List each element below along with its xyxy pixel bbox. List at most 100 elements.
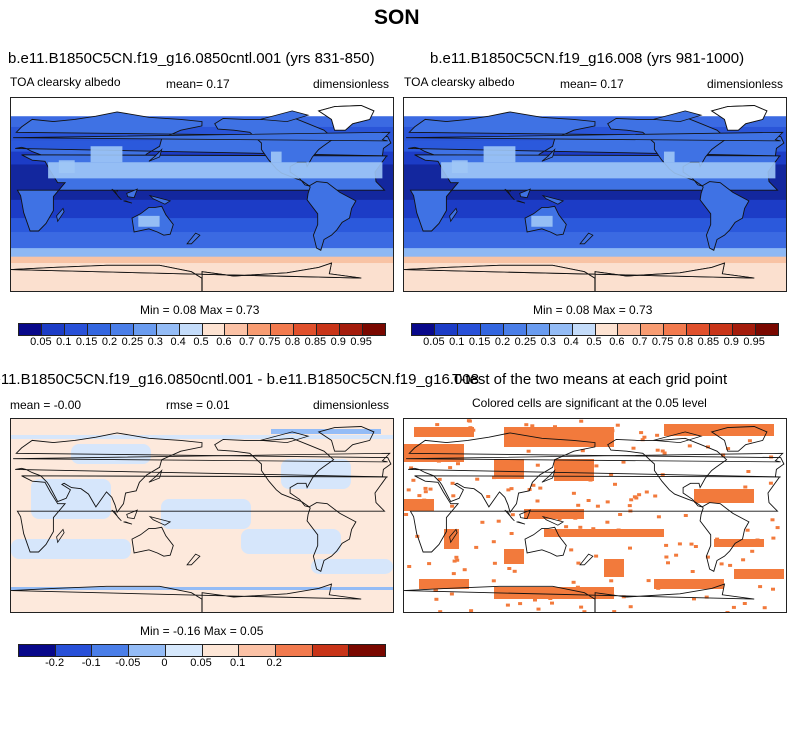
colorbar-tick-label: 0.95 (743, 336, 765, 348)
colorbar-swatch (503, 324, 527, 335)
panel2-minmax: Min = 0.08 Max = 0.73 (533, 303, 653, 317)
colorbar-swatch (133, 324, 157, 335)
colorbar-swatch (710, 324, 734, 335)
panel2-title: b.e11.B1850C5CN.f19_g16.008 (yrs 981-100… (430, 50, 745, 67)
colorbar-swatch (526, 324, 550, 335)
panel1-map (10, 97, 394, 292)
colorbar-swatch (340, 324, 364, 335)
colorbar-tick-label: -0.05 (115, 657, 141, 669)
colorbar-swatch (595, 324, 619, 335)
colorbar-tick-label: 0.95 (350, 336, 372, 348)
colorbar-tick-label: 0.6 (609, 336, 625, 348)
panel3-units-label: dimensionless (313, 398, 390, 412)
colorbar-swatch (641, 324, 665, 335)
colorbar-tick-label: 0.7 (632, 336, 648, 348)
colorbar-tick-label: 0.05 (30, 336, 52, 348)
colorbar-tick-label: 0.9 (723, 336, 739, 348)
panel2-colorbar-ticks: 0.05 0.1 0.15 0.2 0.25 0.3 0.4 0.5 0.6 0.7 0.75 0.8… (411, 336, 777, 350)
panel1-map-field (11, 98, 393, 291)
colorbar-swatch (129, 645, 166, 656)
panel1-title: b.e11.B1850C5CN.f19_g16.0850cntl.001 (yr… (8, 50, 375, 67)
panel1-mean-label: mean= 0.17 (166, 77, 230, 91)
colorbar-swatch (248, 324, 272, 335)
colorbar-swatch (618, 324, 642, 335)
colorbar-swatch (19, 324, 42, 335)
colorbar-tick-label: 0.6 (216, 336, 232, 348)
colorbar-tick-label: -0.2 (45, 657, 65, 669)
colorbar-swatch (363, 324, 385, 335)
colorbar-swatch (549, 324, 573, 335)
colorbar-swatch (687, 324, 711, 335)
colorbar-swatch (55, 645, 93, 656)
colorbar-tick-label: 0.3 (147, 336, 163, 348)
colorbar-swatch (87, 324, 111, 335)
panel2-variable-label: TOA clearsky albedo (404, 75, 515, 89)
panel3-map-field (11, 419, 393, 612)
colorbar-tick-label: 0.4 (170, 336, 186, 348)
colorbar-tick-label: 0.1 (229, 657, 246, 669)
colorbar-tick-label: 0.3 (540, 336, 556, 348)
colorbar-swatch (41, 324, 65, 335)
colorbar-swatch (92, 645, 130, 656)
colorbar-tick-label: 0.5 (193, 336, 209, 348)
colorbar-tick-label: 0.2 (266, 657, 282, 669)
colorbar-swatch (756, 324, 778, 335)
panel3-minmax: Min = -0.16 Max = 0.05 (140, 624, 264, 638)
colorbar-tick-label: 0.15 (468, 336, 491, 348)
panel1-colorbar (18, 323, 386, 336)
colorbar-tick-label: 0.5 (586, 336, 602, 348)
colorbar-swatch (19, 645, 56, 656)
colorbar-tick-label: 0.75 (651, 336, 674, 348)
panel3-colorbar (18, 644, 386, 657)
colorbar-swatch (225, 324, 249, 335)
colorbar-tick-label: 0.75 (258, 336, 281, 348)
colorbar-swatch (349, 645, 386, 656)
colorbar-swatch (664, 324, 688, 335)
colorbar-swatch (239, 645, 276, 656)
colorbar-tick-label: 0.8 (284, 336, 301, 348)
panel3-colorbar-ticks: -0.2 -0.1 -0.05 0 0.05 0.1 0.2 (18, 657, 384, 671)
colorbar-swatch (733, 324, 757, 335)
panel4-map-field (404, 419, 786, 612)
colorbar-tick-label: 0.85 (304, 336, 327, 348)
panel2-mean-label: mean= 0.17 (560, 77, 624, 91)
colorbar-swatch (179, 324, 203, 335)
panel3-mean-label: mean = -0.00 (10, 398, 82, 412)
colorbar-tick-label: 0.15 (75, 336, 98, 348)
colorbar-swatch (294, 324, 318, 335)
colorbar-swatch (312, 645, 350, 656)
colorbar-tick-label: 0.7 (239, 336, 255, 348)
colorbar-swatch (412, 324, 435, 335)
colorbar-tick-label: 0.25 (514, 336, 537, 348)
colorbar-tick-label: 0.1 (449, 336, 465, 348)
colorbar-tick-label: 0.9 (330, 336, 346, 348)
panel3-map (10, 418, 394, 613)
colorbar-swatch (434, 324, 458, 335)
colorbar-swatch (271, 324, 295, 335)
colorbar-tick-label: 0.1 (56, 336, 72, 348)
panel4-map (403, 418, 787, 613)
panel4-title: T-test of the two means at each grid poi… (452, 371, 728, 388)
colorbar-swatch (202, 645, 240, 656)
colorbar-tick-label: 0.4 (563, 336, 579, 348)
colorbar-tick-label: 0 (161, 657, 168, 669)
panel1-variable-label: TOA clearsky albedo (10, 75, 121, 89)
colorbar-swatch (202, 324, 226, 335)
colorbar-tick-label: 0.05 (190, 657, 212, 669)
colorbar-swatch (457, 324, 481, 335)
panel2-map (403, 97, 787, 292)
panel2-units-label: dimensionless (707, 77, 784, 91)
panel2-colorbar (411, 323, 779, 336)
colorbar-tick-label: 0.25 (121, 336, 144, 348)
panel4-subtitle: Colored cells are significant at the 0.0… (472, 396, 707, 410)
colorbar-swatch (64, 324, 88, 335)
figure-title: SON (374, 6, 420, 29)
colorbar-tick-label: -0.1 (81, 657, 101, 669)
panel1-minmax: Min = 0.08 Max = 0.73 (140, 303, 260, 317)
colorbar-tick-label: 0.05 (423, 336, 445, 348)
panel1-colorbar-ticks: 0.05 0.1 0.15 0.2 0.25 0.3 0.4 0.5 0.6 0.7 0.75 0.8… (18, 336, 384, 350)
colorbar-tick-label: 0.8 (677, 336, 694, 348)
colorbar-tick-label: 0.2 (494, 336, 511, 348)
colorbar-swatch (572, 324, 596, 335)
panel2-map-field (404, 98, 786, 291)
